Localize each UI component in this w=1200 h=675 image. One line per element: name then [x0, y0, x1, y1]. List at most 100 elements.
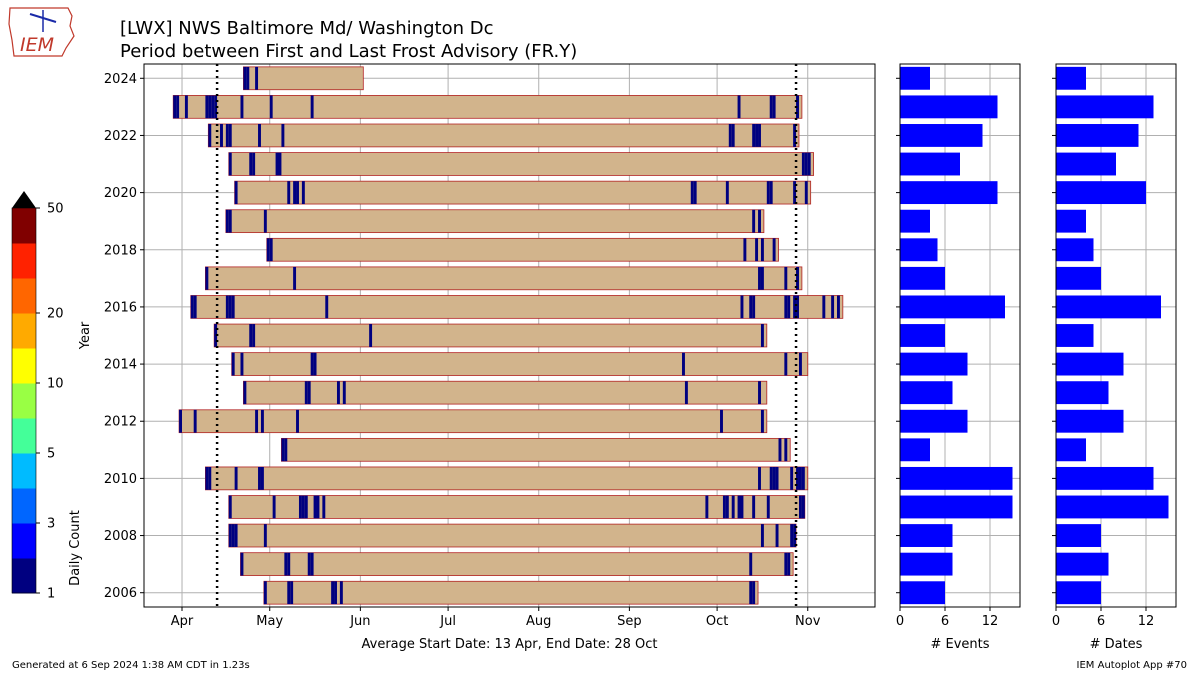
event-mark-2022: [758, 124, 761, 147]
histogram-bar-2011: [900, 438, 930, 462]
event-mark-2020: [287, 181, 291, 205]
event-mark-2010: [208, 466, 212, 490]
y-tick-label: 2024: [104, 72, 137, 87]
event-mark-2006: [287, 581, 291, 605]
event-mark-2008: [263, 524, 267, 547]
event-mark-2017: [784, 266, 788, 290]
iowa-outline-icon: [8, 7, 75, 57]
period-bar-2014: [231, 352, 809, 376]
y-tick-label: 2016: [104, 300, 137, 315]
event-mark-2022: [281, 124, 285, 147]
colorbar-segment: [12, 313, 36, 349]
event-mark-2018: [760, 238, 764, 262]
event-mark-2009: [766, 495, 770, 519]
histogram-bar-2022: [900, 124, 983, 147]
plot-frame: [1055, 63, 1177, 608]
event-mark-2019: [225, 209, 229, 233]
y-tick-label: 2006: [104, 586, 137, 601]
event-mark-2012: [255, 409, 259, 433]
histogram-bar-2024: [1056, 66, 1086, 90]
period-bar-2012: [178, 409, 768, 434]
event-mark-2022: [220, 124, 223, 147]
event-mark-2008: [775, 524, 779, 547]
event-mark-2013: [304, 381, 308, 405]
event-mark-2020: [725, 181, 729, 205]
event-mark-2011: [284, 438, 288, 462]
event-mark-2014: [310, 352, 314, 376]
daily-count-colorbar: 1 3 5 10 20 50: [11, 191, 64, 602]
histogram-bar-2023: [1056, 95, 1154, 119]
colorbar-tick-label: 50: [47, 202, 64, 217]
colorbar-tick-label: 20: [47, 307, 64, 322]
event-mark-2010: [798, 466, 802, 490]
event-mark-2011: [784, 438, 788, 462]
y-tick-label: 2014: [104, 358, 137, 373]
event-mark-2006: [749, 581, 753, 605]
x-axis-label: # Events: [930, 637, 989, 652]
histogram-bar-2008: [1056, 524, 1101, 547]
colorbar-segment: [12, 523, 36, 559]
event-mark-2022: [225, 124, 229, 147]
colorbar-label: Daily Count: [68, 510, 83, 586]
period-bar-2023: [172, 95, 803, 119]
histogram-bar-2007: [900, 552, 953, 576]
event-mark-2021: [804, 152, 808, 176]
y-tick-label: 2018: [104, 243, 137, 258]
event-mark-2009: [725, 495, 729, 519]
event-mark-2019: [758, 209, 761, 233]
histogram-bar-2008: [900, 524, 953, 547]
event-mark-2023: [208, 95, 212, 119]
x-tick-label: Oct: [706, 614, 728, 629]
event-mark-2023: [184, 95, 188, 119]
event-mark-2020: [234, 181, 238, 205]
period-bar-2015: [213, 323, 768, 348]
period-chart: Apr May Jun Jul Aug Sep Oct Nov 2006 2008 2010 2012…: [78, 63, 876, 652]
histogram-bar-2019: [900, 209, 930, 233]
period-bar-2018: [266, 237, 779, 262]
event-mark-2021: [228, 152, 232, 176]
event-mark-2021: [252, 152, 256, 176]
histogram-bar-2017: [1056, 266, 1101, 290]
colorbar-segment: [12, 488, 36, 524]
event-mark-2010: [775, 466, 779, 490]
event-mark-2015: [369, 324, 373, 347]
event-mark-2023: [205, 95, 209, 119]
y-tick-label: 2010: [104, 472, 137, 487]
histogram-bar-2023: [900, 95, 998, 119]
event-mark-2012: [720, 409, 723, 433]
event-mark-2011: [778, 438, 782, 462]
histogram-bar-2018: [1056, 238, 1094, 262]
event-mark-2010: [772, 466, 776, 490]
event-mark-2016: [190, 295, 194, 319]
event-mark-2018: [772, 238, 776, 262]
y-tick-label: 2008: [104, 529, 137, 544]
event-mark-2008: [760, 524, 764, 547]
event-mark-2009: [272, 495, 276, 519]
event-mark-2006: [339, 581, 343, 605]
event-mark-2020: [766, 181, 770, 205]
event-mark-2022: [752, 124, 756, 147]
event-mark-2008: [234, 524, 238, 547]
histogram-bar-2010: [900, 466, 1013, 490]
event-mark-2008: [790, 524, 794, 547]
event-mark-2021: [249, 152, 253, 176]
histogram-bar-2012: [900, 409, 968, 433]
period-bar-2022: [207, 123, 800, 148]
event-mark-2023: [796, 95, 799, 119]
histogram-bar-2014: [1056, 352, 1124, 376]
colorbar-segment: [12, 208, 36, 244]
event-mark-2016: [831, 295, 835, 319]
x-tick-label: Jul: [439, 614, 456, 629]
event-mark-2009: [228, 495, 232, 519]
histogram-bar-2007: [1056, 552, 1109, 576]
event-mark-2016: [784, 295, 788, 319]
histogram-bar-2012: [1056, 409, 1124, 433]
event-mark-2018: [269, 238, 273, 262]
period-bar-2008: [228, 523, 797, 548]
event-mark-2023: [310, 95, 314, 119]
colorbar-extend-arrow: [12, 191, 36, 208]
period-bar-2011: [281, 437, 791, 462]
event-mark-2009: [740, 495, 744, 519]
event-mark-2016: [796, 295, 799, 319]
histogram-bar-2006: [900, 581, 945, 605]
